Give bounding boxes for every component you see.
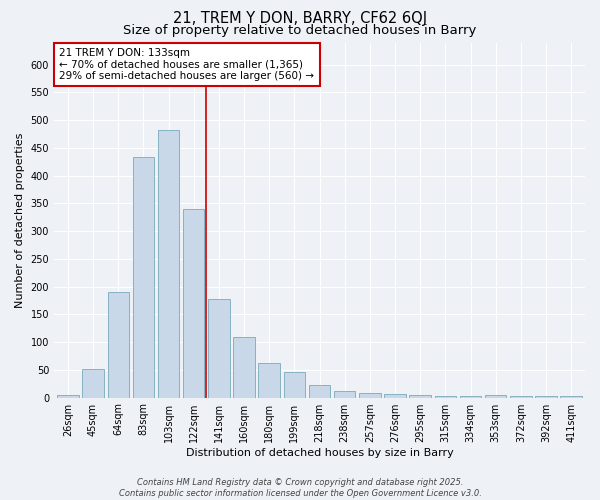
Bar — [460, 396, 481, 398]
Bar — [107, 292, 129, 398]
Text: 21 TREM Y DON: 133sqm
← 70% of detached houses are smaller (1,365)
29% of semi-d: 21 TREM Y DON: 133sqm ← 70% of detached … — [59, 48, 314, 81]
X-axis label: Distribution of detached houses by size in Barry: Distribution of detached houses by size … — [185, 448, 454, 458]
Bar — [284, 372, 305, 398]
Bar — [57, 395, 79, 398]
Text: Size of property relative to detached houses in Barry: Size of property relative to detached ho… — [124, 24, 476, 37]
Bar — [208, 300, 230, 398]
Bar — [158, 130, 179, 398]
Bar — [334, 391, 355, 398]
Text: 21, TREM Y DON, BARRY, CF62 6QJ: 21, TREM Y DON, BARRY, CF62 6QJ — [173, 11, 427, 26]
Bar — [560, 396, 582, 398]
Bar — [535, 396, 557, 398]
Y-axis label: Number of detached properties: Number of detached properties — [15, 132, 25, 308]
Bar — [82, 368, 104, 398]
Bar — [233, 336, 255, 398]
Bar — [385, 394, 406, 398]
Bar — [133, 158, 154, 398]
Bar — [510, 396, 532, 398]
Bar — [359, 393, 380, 398]
Bar — [434, 396, 456, 398]
Bar — [485, 395, 506, 398]
Bar — [309, 386, 330, 398]
Bar — [259, 362, 280, 398]
Bar — [409, 396, 431, 398]
Bar — [183, 209, 205, 398]
Text: Contains HM Land Registry data © Crown copyright and database right 2025.
Contai: Contains HM Land Registry data © Crown c… — [119, 478, 481, 498]
